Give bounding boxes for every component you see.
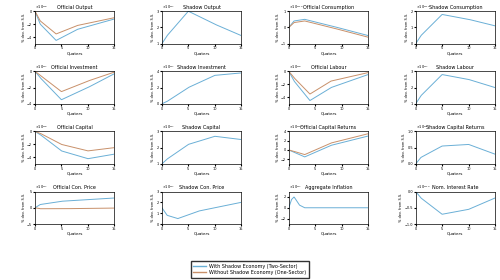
Text: $\times 10^{-10}$: $\times 10^{-10}$ — [416, 123, 430, 131]
Y-axis label: % dev. from S.S.: % dev. from S.S. — [406, 73, 409, 102]
Title: Shadow Capital Returns: Shadow Capital Returns — [426, 125, 484, 130]
X-axis label: Quaters: Quaters — [447, 171, 464, 175]
Title: Official Output: Official Output — [57, 5, 92, 10]
Title: Shadow Output: Shadow Output — [182, 5, 220, 10]
Text: $\times 10^{-10}$: $\times 10^{-10}$ — [416, 183, 430, 191]
Text: $\times 10^{-7}$: $\times 10^{-7}$ — [35, 63, 48, 71]
Text: $\times 10^{-7}$: $\times 10^{-7}$ — [162, 183, 174, 191]
X-axis label: Quaters: Quaters — [194, 51, 210, 55]
Title: Shadow Capital: Shadow Capital — [182, 125, 220, 130]
X-axis label: Quaters: Quaters — [447, 51, 464, 55]
Y-axis label: % dev. from S.S.: % dev. from S.S. — [22, 73, 26, 102]
X-axis label: Quaters: Quaters — [320, 171, 336, 175]
Y-axis label: % dev. from S.S.: % dev. from S.S. — [402, 133, 406, 162]
Y-axis label: % dev. from S.S.: % dev. from S.S. — [399, 193, 403, 222]
Y-axis label: % dev. from S.S.: % dev. from S.S. — [406, 13, 409, 42]
Y-axis label: % dev. from S.S.: % dev. from S.S. — [152, 133, 156, 162]
X-axis label: Quaters: Quaters — [66, 232, 83, 235]
Title: Official Con. Price: Official Con. Price — [53, 185, 96, 190]
Y-axis label: % dev. from S.S.: % dev. from S.S. — [152, 73, 156, 102]
Text: $\times 10^{-10}$: $\times 10^{-10}$ — [289, 3, 303, 11]
X-axis label: Quaters: Quaters — [320, 232, 336, 235]
Y-axis label: % dev. from S.S.: % dev. from S.S. — [152, 13, 156, 42]
Text: $\times 10^{-8}$: $\times 10^{-8}$ — [289, 63, 302, 71]
Title: Official Investment: Official Investment — [52, 65, 98, 70]
X-axis label: Quaters: Quaters — [447, 111, 464, 115]
Y-axis label: % dev. from S.S.: % dev. from S.S. — [22, 133, 26, 162]
Text: $\times 10^{-7}$: $\times 10^{-7}$ — [416, 63, 428, 71]
X-axis label: Quaters: Quaters — [194, 171, 210, 175]
Text: $\times 10^{-7}$: $\times 10^{-7}$ — [162, 3, 174, 11]
Legend: With Shadow Economy (Two-Sector), Without Shadow Economy (One-Sector): With Shadow Economy (Two-Sector), Withou… — [191, 261, 309, 277]
Title: Shadow Consumption: Shadow Consumption — [428, 5, 482, 10]
Title: Nom. Interest Rate: Nom. Interest Rate — [432, 185, 478, 190]
Title: Official Consumption: Official Consumption — [303, 5, 354, 10]
Text: $\times 10^{-10}$: $\times 10^{-10}$ — [289, 123, 303, 131]
X-axis label: Quaters: Quaters — [320, 51, 336, 55]
X-axis label: Quaters: Quaters — [66, 111, 83, 115]
Text: $\times 10^{-8}$: $\times 10^{-8}$ — [35, 123, 48, 131]
Title: Official Capital: Official Capital — [57, 125, 92, 130]
Y-axis label: % dev. from S.S.: % dev. from S.S. — [152, 193, 156, 222]
X-axis label: Quaters: Quaters — [447, 232, 464, 235]
Text: $\times 10^{-7}$: $\times 10^{-7}$ — [162, 123, 174, 131]
Title: Aggregate Inflation: Aggregate Inflation — [304, 185, 352, 190]
Title: Shadow Labour: Shadow Labour — [436, 65, 474, 70]
Y-axis label: % dev. from S.S.: % dev. from S.S. — [22, 193, 26, 222]
Y-axis label: % dev. from S.S.: % dev. from S.S. — [276, 13, 280, 42]
Y-axis label: % dev. from S.S.: % dev. from S.S. — [276, 73, 280, 102]
Text: $\times 10^{-8}$: $\times 10^{-8}$ — [35, 3, 48, 11]
Y-axis label: % dev. from S.S.: % dev. from S.S. — [276, 133, 280, 162]
Text: $\times 10^{-7}$: $\times 10^{-7}$ — [162, 63, 174, 71]
X-axis label: Quaters: Quaters — [66, 51, 83, 55]
Title: Official Labour: Official Labour — [310, 65, 346, 70]
Title: Shadow Investment: Shadow Investment — [177, 65, 226, 70]
Text: $\times 10^{-7}$: $\times 10^{-7}$ — [35, 183, 48, 191]
X-axis label: Quaters: Quaters — [320, 111, 336, 115]
X-axis label: Quaters: Quaters — [194, 232, 210, 235]
Y-axis label: % dev. from S.S.: % dev. from S.S. — [276, 193, 280, 222]
Y-axis label: % dev. from S.S.: % dev. from S.S. — [22, 13, 26, 42]
Text: $\times 10^{-7}$: $\times 10^{-7}$ — [289, 183, 302, 191]
X-axis label: Quaters: Quaters — [66, 171, 83, 175]
Text: $\times 10^{-10}$: $\times 10^{-10}$ — [416, 3, 430, 11]
Title: Shadow Con. Price: Shadow Con. Price — [179, 185, 224, 190]
X-axis label: Quaters: Quaters — [194, 111, 210, 115]
Title: Official Capital Returns: Official Capital Returns — [300, 125, 356, 130]
